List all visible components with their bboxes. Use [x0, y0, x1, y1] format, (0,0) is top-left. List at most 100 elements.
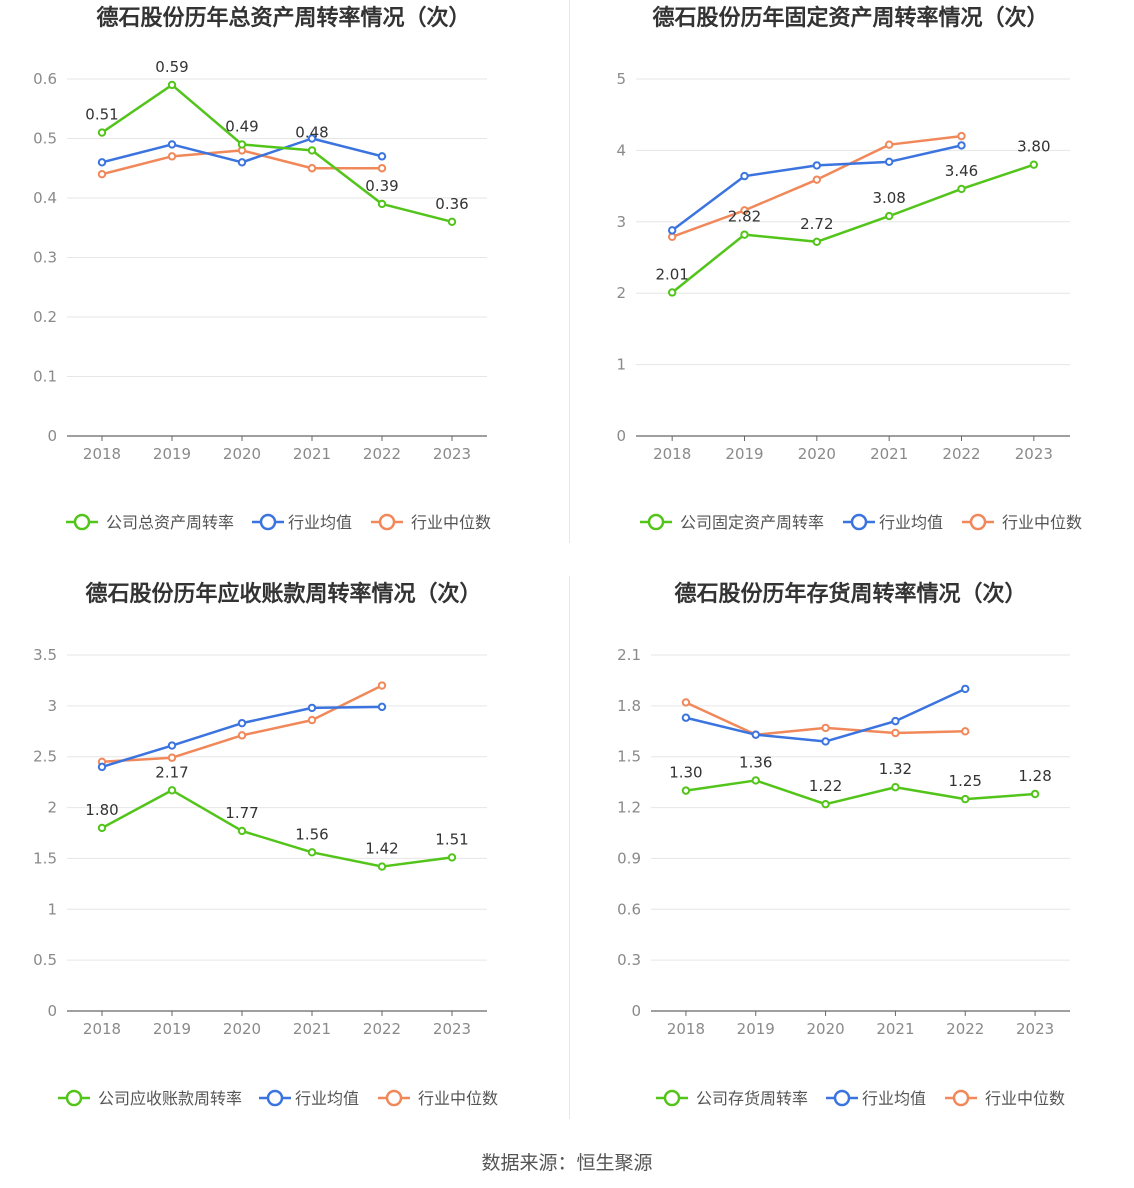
- legend-label: 行业中位数: [985, 1089, 1065, 1108]
- data-point[interactable]: [812, 175, 822, 184]
- y-tick-label: 0.5: [33, 951, 57, 969]
- data-point[interactable]: [167, 741, 177, 750]
- data-point[interactable]: [1030, 789, 1040, 799]
- data-point[interactable]: [377, 164, 387, 173]
- data-point[interactable]: [447, 217, 457, 227]
- x-tick-label: 2020: [806, 1020, 844, 1038]
- data-point[interactable]: [821, 723, 830, 733]
- chart-title: 德石股份历年固定资产周转率情况（次）: [652, 5, 1048, 31]
- legend-item[interactable]: 行业均值: [826, 1089, 926, 1108]
- data-point[interactable]: [821, 737, 830, 746]
- data-point[interactable]: [307, 848, 317, 857]
- y-tick-label: 3: [616, 213, 626, 231]
- legend-label: 公司存货周转率: [696, 1089, 808, 1108]
- data-point[interactable]: [821, 799, 830, 809]
- y-tick-label: 1.8: [617, 697, 641, 715]
- legend-item[interactable]: 行业中位数: [371, 513, 491, 532]
- legend-label: 行业中位数: [411, 513, 491, 532]
- legend-marker-icon: [259, 513, 277, 531]
- data-point[interactable]: [740, 171, 749, 181]
- data-point[interactable]: [957, 184, 966, 194]
- x-tick-label: 2020: [223, 1020, 261, 1038]
- data-point[interactable]: [237, 718, 247, 728]
- data-point[interactable]: [751, 776, 760, 785]
- data-point[interactable]: [740, 230, 749, 239]
- data-point[interactable]: [667, 226, 677, 235]
- data-point[interactable]: [167, 152, 177, 161]
- series-line: [101, 789, 453, 868]
- legend-item[interactable]: 公司固定资产周转率: [640, 513, 824, 532]
- legend-item[interactable]: 行业中位数: [962, 513, 1082, 532]
- data-point[interactable]: [377, 199, 387, 209]
- data-point[interactable]: [377, 152, 387, 161]
- data-point[interactable]: [167, 786, 177, 795]
- data-point[interactable]: [307, 715, 317, 725]
- data-point[interactable]: [377, 862, 387, 871]
- data-point[interactable]: [812, 161, 822, 170]
- legend-item[interactable]: 公司存货周转率: [656, 1089, 808, 1108]
- data-point[interactable]: [307, 164, 317, 173]
- y-tick-label: 1.2: [617, 799, 641, 817]
- data-point[interactable]: [167, 140, 177, 149]
- data-point[interactable]: [237, 826, 247, 836]
- legend-marker-icon: [378, 513, 396, 531]
- data-point[interactable]: [884, 140, 894, 149]
- legend-label: 行业均值: [288, 513, 352, 532]
- data-point[interactable]: [681, 698, 691, 707]
- data-point[interactable]: [377, 681, 387, 690]
- data-point[interactable]: [237, 140, 247, 149]
- legend-item[interactable]: 行业中位数: [378, 1089, 498, 1108]
- data-point[interactable]: [957, 141, 966, 150]
- data-point[interactable]: [97, 170, 107, 179]
- data-point[interactable]: [667, 288, 677, 297]
- data-point[interactable]: [957, 131, 966, 141]
- data-point[interactable]: [97, 158, 107, 167]
- data-point[interactable]: [167, 753, 177, 762]
- chart-svg: 德石股份历年存货周转率情况（次） 0 0.3 0.6 0.9 1.2 1.5 1.8 2.1 20…: [617, 581, 1070, 1108]
- x-tick-label: 2022: [946, 1020, 984, 1038]
- data-point[interactable]: [1029, 160, 1039, 169]
- data-point[interactable]: [884, 211, 894, 221]
- y-tick-label: 5: [616, 70, 626, 88]
- chart-receivables-turnover: 德石股份历年应收账款周转率情况（次） 0 0.5 1 1.5 2 2.5 3 3.5 2018 20…: [0, 576, 567, 1151]
- data-label: 0.39: [365, 177, 398, 195]
- data-point[interactable]: [237, 731, 247, 740]
- data-point[interactable]: [681, 713, 691, 722]
- data-point[interactable]: [961, 684, 970, 694]
- legend-marker-icon: [73, 513, 91, 531]
- legend-item[interactable]: 行业均值: [843, 513, 943, 532]
- data-point[interactable]: [97, 823, 107, 833]
- data-label: 2.17: [155, 763, 188, 781]
- data-point[interactable]: [447, 853, 457, 862]
- x-tick-label: 2021: [870, 445, 908, 463]
- data-point[interactable]: [237, 158, 247, 167]
- legend-marker-icon: [663, 1089, 681, 1107]
- data-point[interactable]: [97, 762, 107, 772]
- data-point[interactable]: [681, 786, 691, 795]
- legend-marker-icon: [969, 513, 987, 531]
- data-point[interactable]: [97, 128, 107, 137]
- y-tick-label: 0.9: [617, 849, 641, 867]
- data-point[interactable]: [961, 794, 970, 804]
- data-point[interactable]: [307, 146, 317, 155]
- data-point[interactable]: [961, 727, 970, 736]
- x-tick-label: 2023: [433, 1020, 471, 1038]
- legend-item[interactable]: 行业均值: [259, 1089, 359, 1108]
- data-point[interactable]: [167, 80, 177, 90]
- data-point[interactable]: [891, 728, 900, 738]
- legend-item[interactable]: 行业中位数: [945, 1089, 1065, 1108]
- data-point[interactable]: [307, 134, 317, 143]
- data-point[interactable]: [740, 206, 749, 215]
- data-point[interactable]: [751, 730, 760, 739]
- legend-marker-icon: [385, 1089, 403, 1107]
- data-point[interactable]: [891, 783, 900, 792]
- legend-item[interactable]: 行业均值: [252, 513, 352, 532]
- data-point[interactable]: [307, 703, 317, 713]
- legend-item[interactable]: 公司应收账款周转率: [58, 1089, 242, 1108]
- data-point[interactable]: [377, 702, 387, 712]
- legend-item[interactable]: 公司总资产周转率: [66, 513, 234, 532]
- data-point[interactable]: [884, 157, 894, 167]
- data-point[interactable]: [891, 716, 900, 726]
- y-tick-label: 0.5: [33, 130, 57, 148]
- data-point[interactable]: [812, 237, 822, 246]
